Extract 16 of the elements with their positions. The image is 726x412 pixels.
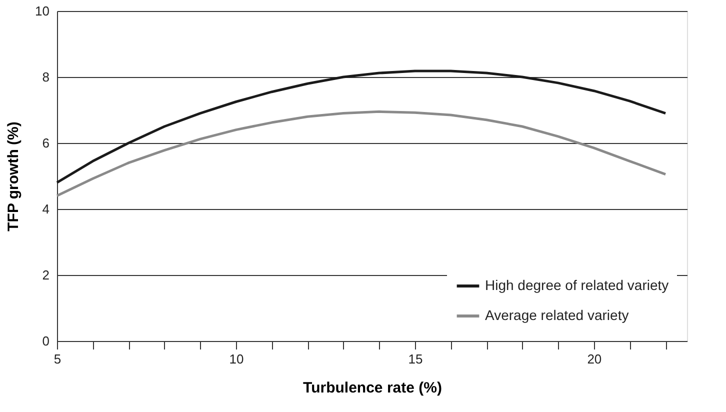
- y-tick-label: 10: [35, 4, 50, 18]
- y-axis-title: TFP growth (%): [5, 122, 22, 232]
- y-tick-label: 0: [42, 334, 50, 348]
- y-tick-label: 8: [42, 70, 50, 84]
- x-axis-title: Turbulence rate (%): [303, 380, 442, 396]
- x-tick-label: 5: [54, 352, 62, 366]
- x-tick-label: 10: [229, 352, 244, 366]
- line-series: [56, 70, 667, 184]
- x-tick-label: 20: [587, 352, 602, 366]
- x-tick-label: 15: [408, 352, 423, 366]
- y-tick-label: 4: [42, 202, 50, 216]
- line-series: [56, 110, 667, 198]
- legend-label: High degree of related variety: [485, 277, 669, 293]
- legend-label: Average related variety: [485, 307, 629, 323]
- y-tick-label: 2: [42, 268, 50, 282]
- y-tick-label: 6: [42, 136, 50, 150]
